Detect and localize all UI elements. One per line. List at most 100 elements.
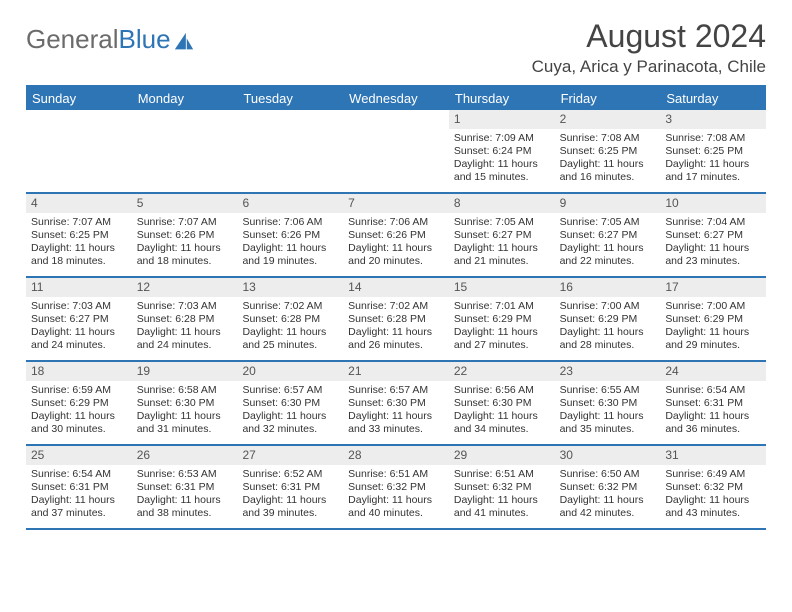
sunrise-text: Sunrise: 7:00 AM: [560, 300, 656, 313]
sunrise-text: Sunrise: 7:07 AM: [31, 216, 127, 229]
sunset-text: Sunset: 6:29 PM: [454, 313, 550, 326]
daylight-text: Daylight: 11 hours and 31 minutes.: [137, 410, 233, 436]
logo-text-blue: Blue: [119, 24, 171, 55]
sunset-text: Sunset: 6:31 PM: [665, 397, 761, 410]
daylight-text: Daylight: 11 hours and 20 minutes.: [348, 242, 444, 268]
daylight-text: Daylight: 11 hours and 43 minutes.: [665, 494, 761, 520]
day-body: Sunrise: 7:00 AMSunset: 6:29 PMDaylight:…: [660, 297, 766, 357]
daylight-text: Daylight: 11 hours and 37 minutes.: [31, 494, 127, 520]
daylight-text: Daylight: 11 hours and 29 minutes.: [665, 326, 761, 352]
day-body: Sunrise: 7:05 AMSunset: 6:27 PMDaylight:…: [449, 213, 555, 273]
day-cell: 3Sunrise: 7:08 AMSunset: 6:25 PMDaylight…: [660, 110, 766, 192]
sunrise-text: Sunrise: 7:08 AM: [665, 132, 761, 145]
day-header: Friday: [555, 87, 661, 110]
day-body: Sunrise: 7:08 AMSunset: 6:25 PMDaylight:…: [660, 129, 766, 189]
sunset-text: Sunset: 6:28 PM: [137, 313, 233, 326]
day-body: Sunrise: 7:06 AMSunset: 6:26 PMDaylight:…: [237, 213, 343, 273]
calendar-grid: SundayMondayTuesdayWednesdayThursdayFrid…: [26, 85, 766, 530]
day-body: Sunrise: 7:03 AMSunset: 6:27 PMDaylight:…: [26, 297, 132, 357]
day-number: 25: [26, 446, 132, 465]
sunrise-text: Sunrise: 7:08 AM: [560, 132, 656, 145]
day-number: 17: [660, 278, 766, 297]
daylight-text: Daylight: 11 hours and 35 minutes.: [560, 410, 656, 436]
sunset-text: Sunset: 6:29 PM: [31, 397, 127, 410]
sunrise-text: Sunrise: 7:09 AM: [454, 132, 550, 145]
day-number: 1: [449, 110, 555, 129]
day-cell: 26Sunrise: 6:53 AMSunset: 6:31 PMDayligh…: [132, 446, 238, 528]
day-number: 4: [26, 194, 132, 213]
sunrise-text: Sunrise: 6:52 AM: [242, 468, 338, 481]
sunset-text: Sunset: 6:28 PM: [348, 313, 444, 326]
day-body: Sunrise: 7:08 AMSunset: 6:25 PMDaylight:…: [555, 129, 661, 189]
sunrise-text: Sunrise: 6:53 AM: [137, 468, 233, 481]
day-body: Sunrise: 6:50 AMSunset: 6:32 PMDaylight:…: [555, 465, 661, 525]
weeks-container: 1 Sunrise: 7:09 AMSunset: 6:24 PM Daylight…: [26, 110, 766, 530]
sunrise-text: Sunrise: 6:51 AM: [348, 468, 444, 481]
sunrise-text: Sunrise: 7:02 AM: [242, 300, 338, 313]
sunrise-text: Sunrise: 6:50 AM: [560, 468, 656, 481]
day-cell: [132, 110, 238, 192]
daylight-text: Daylight: 11 hours and 24 minutes.: [31, 326, 127, 352]
daylight-text: Daylight: 11 hours and 32 minutes.: [242, 410, 338, 436]
daylight-text: Daylight: 11 hours and 23 minutes.: [665, 242, 761, 268]
day-number: 29: [449, 446, 555, 465]
day-cell: 9Sunrise: 7:05 AMSunset: 6:27 PMDaylight…: [555, 194, 661, 276]
day-body: Sunrise: 6:54 AMSunset: 6:31 PMDaylight:…: [26, 465, 132, 525]
daylight-text: Daylight: 11 hours and 38 minutes.: [137, 494, 233, 520]
daylight-text: Daylight: 11 hours and 42 minutes.: [560, 494, 656, 520]
day-number: 6: [237, 194, 343, 213]
sunset-text: Sunset: 6:32 PM: [665, 481, 761, 494]
day-number: 19: [132, 362, 238, 381]
day-number: 15: [449, 278, 555, 297]
day-cell: 16Sunrise: 7:00 AMSunset: 6:29 PMDayligh…: [555, 278, 661, 360]
sunset-text: Sunset: 6:30 PM: [454, 397, 550, 410]
sunrise-text: Sunrise: 7:02 AM: [348, 300, 444, 313]
day-body: Sunrise: 7:01 AMSunset: 6:29 PMDaylight:…: [449, 297, 555, 357]
week-row: 18Sunrise: 6:59 AMSunset: 6:29 PMDayligh…: [26, 362, 766, 446]
sunset-text: Sunset: 6:32 PM: [348, 481, 444, 494]
daylight-text: Daylight: 11 hours and 22 minutes.: [560, 242, 656, 268]
daylight-text: Daylight: 11 hours and 36 minutes.: [665, 410, 761, 436]
day-cell: 1Sunrise: 7:09 AMSunset: 6:24 PMDaylight…: [449, 110, 555, 192]
sunrise-text: Sunrise: 7:03 AM: [31, 300, 127, 313]
day-number: 2: [555, 110, 661, 129]
sunrise-text: Sunrise: 7:03 AM: [137, 300, 233, 313]
day-number: 28: [343, 446, 449, 465]
sunrise-text: Sunrise: 6:56 AM: [454, 384, 550, 397]
sunset-text: Sunset: 6:30 PM: [242, 397, 338, 410]
day-cell: 19Sunrise: 6:58 AMSunset: 6:30 PMDayligh…: [132, 362, 238, 444]
day-cell: 30Sunrise: 6:50 AMSunset: 6:32 PMDayligh…: [555, 446, 661, 528]
daylight-text: Daylight: 11 hours and 19 minutes.: [242, 242, 338, 268]
day-cell: 20Sunrise: 6:57 AMSunset: 6:30 PMDayligh…: [237, 362, 343, 444]
sunrise-text: Sunrise: 6:51 AM: [454, 468, 550, 481]
sunset-text: Sunset: 6:32 PM: [560, 481, 656, 494]
daylight-text: Daylight: 11 hours and 40 minutes.: [348, 494, 444, 520]
day-cell: 18Sunrise: 6:59 AMSunset: 6:29 PMDayligh…: [26, 362, 132, 444]
sunset-text: Sunset: 6:28 PM: [242, 313, 338, 326]
sunset-text: Sunset: 6:31 PM: [242, 481, 338, 494]
day-cell: [343, 110, 449, 192]
day-header: Thursday: [449, 87, 555, 110]
location: Cuya, Arica y Parinacota, Chile: [532, 57, 766, 77]
day-body: Sunrise: 6:58 AMSunset: 6:30 PMDaylight:…: [132, 381, 238, 441]
day-number: 12: [132, 278, 238, 297]
day-cell: 14Sunrise: 7:02 AMSunset: 6:28 PMDayligh…: [343, 278, 449, 360]
sunset-text: Sunset: 6:24 PM: [454, 145, 550, 158]
day-body: Sunrise: 6:57 AMSunset: 6:30 PMDaylight:…: [343, 381, 449, 441]
day-body: Sunrise: 6:55 AMSunset: 6:30 PMDaylight:…: [555, 381, 661, 441]
day-body: Sunrise: 7:02 AMSunset: 6:28 PMDaylight:…: [343, 297, 449, 357]
sunset-text: Sunset: 6:25 PM: [31, 229, 127, 242]
day-cell: [26, 110, 132, 192]
day-header: Tuesday: [237, 87, 343, 110]
day-cell: 27Sunrise: 6:52 AMSunset: 6:31 PMDayligh…: [237, 446, 343, 528]
sunset-text: Sunset: 6:27 PM: [31, 313, 127, 326]
day-number: 3: [660, 110, 766, 129]
sunset-text: Sunset: 6:32 PM: [454, 481, 550, 494]
daylight-text: Daylight: 11 hours and 33 minutes.: [348, 410, 444, 436]
sunrise-text: Sunrise: 7:01 AM: [454, 300, 550, 313]
sunset-text: Sunset: 6:25 PM: [560, 145, 656, 158]
day-cell: 31Sunrise: 6:49 AMSunset: 6:32 PMDayligh…: [660, 446, 766, 528]
sunrise-text: Sunrise: 7:06 AM: [242, 216, 338, 229]
sunrise-text: Sunrise: 7:07 AM: [137, 216, 233, 229]
sunrise-text: Sunrise: 7:05 AM: [560, 216, 656, 229]
